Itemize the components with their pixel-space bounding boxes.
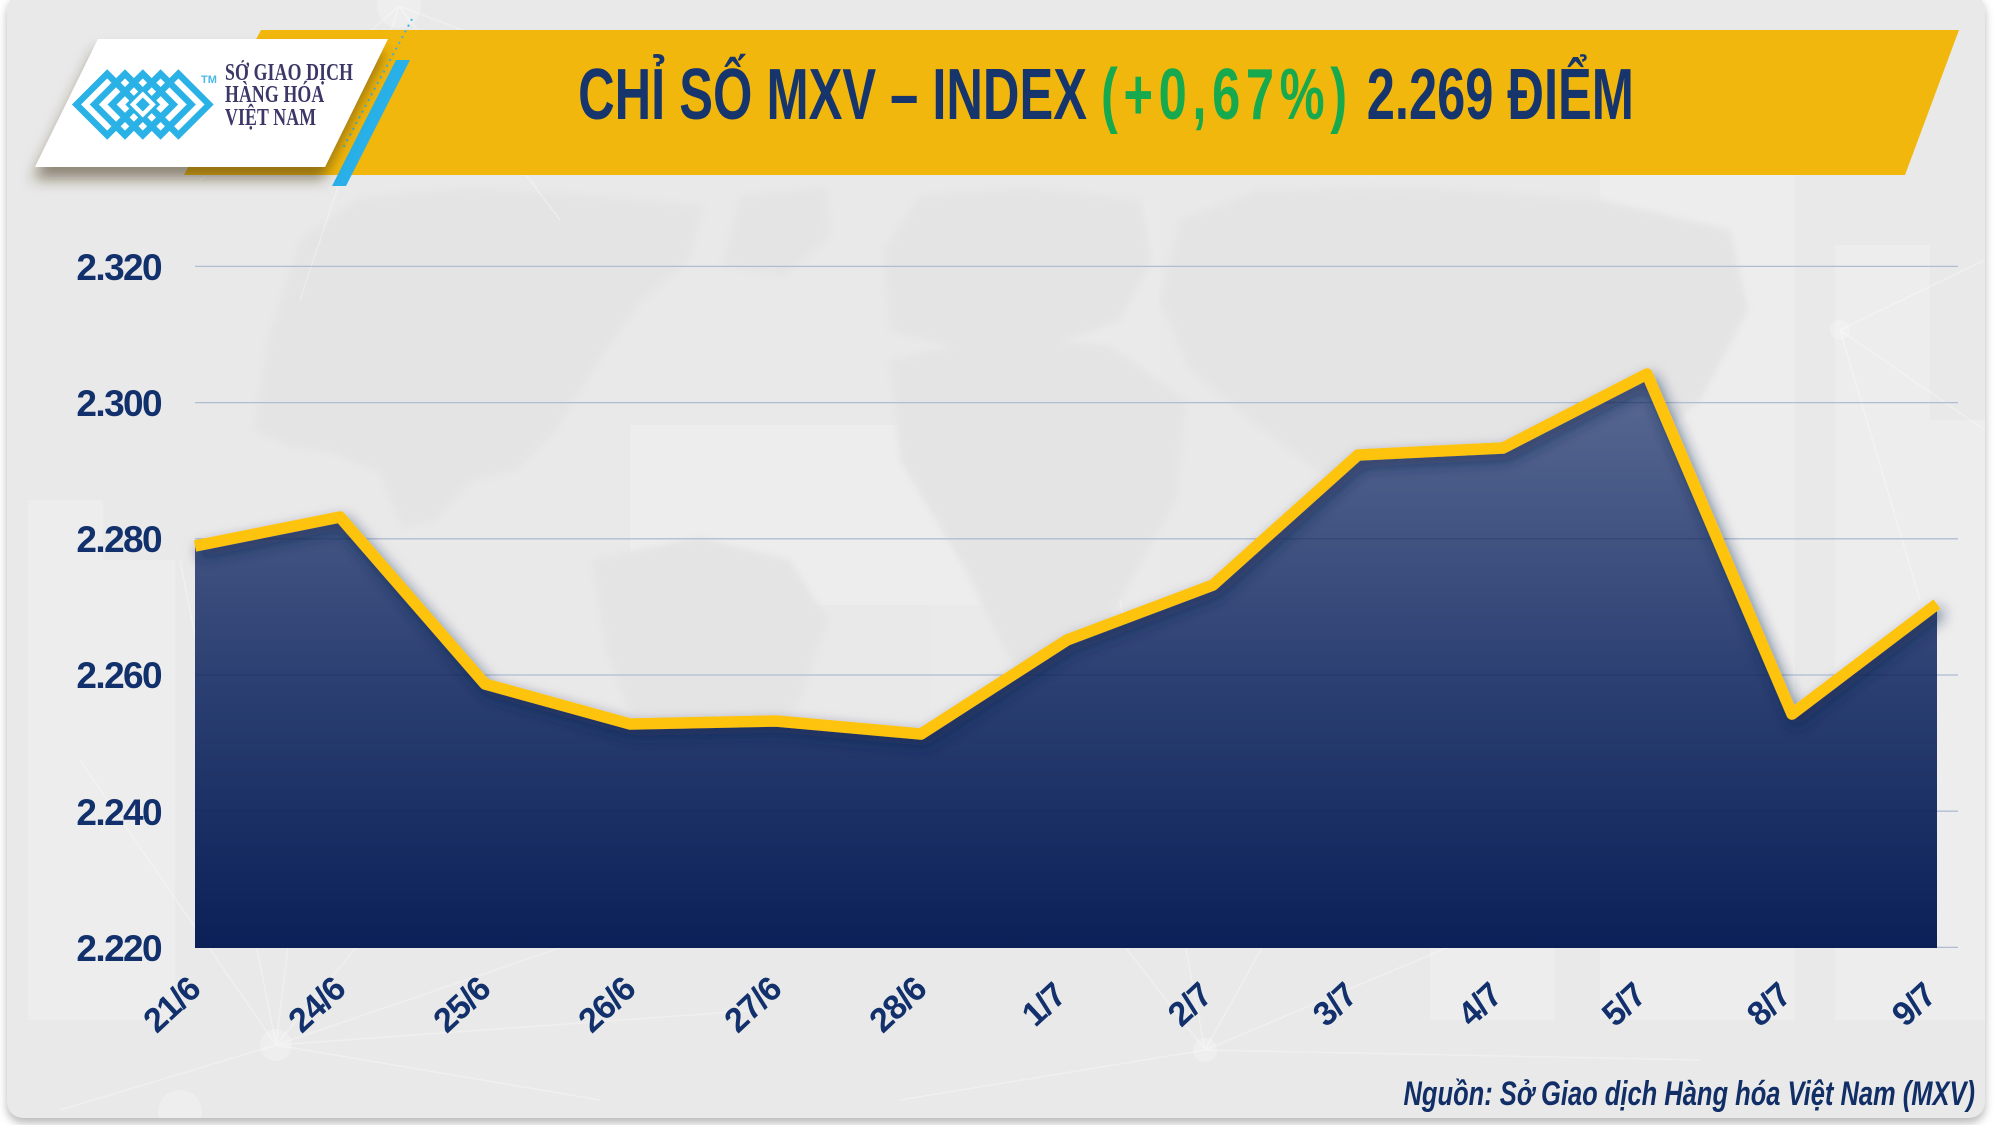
svg-text:TM: TM xyxy=(201,74,217,86)
